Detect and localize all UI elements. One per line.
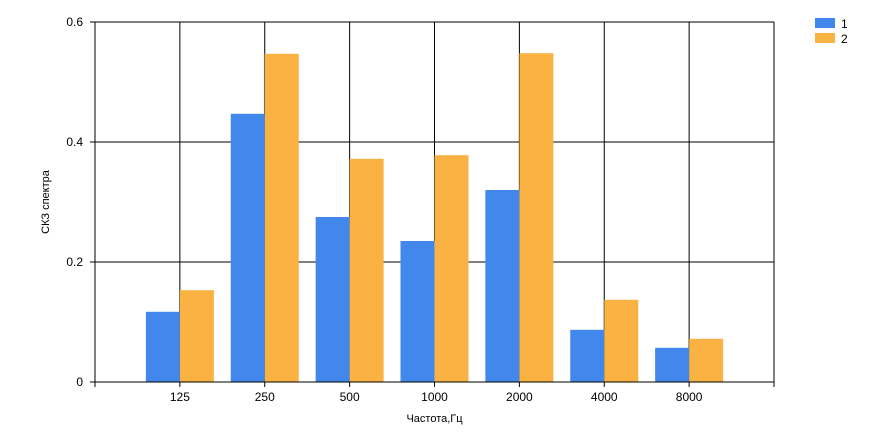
bar-series-1-125 xyxy=(145,311,180,382)
legend-label-series-2: 2 xyxy=(841,32,848,46)
bar-series-1-2000 xyxy=(485,190,520,382)
legend-swatch-series-1 xyxy=(815,18,835,28)
bar-series-2-500 xyxy=(349,158,384,382)
bar-series-1-4000 xyxy=(570,329,605,382)
axes xyxy=(90,21,775,387)
x-tick-label: 1000 xyxy=(421,390,448,404)
x-tick-label: 250 xyxy=(255,390,275,404)
x-tick-label: 2000 xyxy=(506,390,533,404)
legend-swatch-series-2 xyxy=(815,33,835,43)
y-tick-label: 0.6 xyxy=(66,15,83,29)
bar-series-1-8000 xyxy=(655,347,690,382)
x-tick-label: 8000 xyxy=(676,390,703,404)
bar-series-2-8000 xyxy=(689,338,724,382)
y-tick-label: 0.4 xyxy=(66,135,83,149)
y-tick-label: 0 xyxy=(76,375,83,389)
legend-label-series-1: 1 xyxy=(841,17,848,31)
x-tick-label: 500 xyxy=(340,390,360,404)
bar-series-2-2000 xyxy=(519,53,554,382)
bar-series-2-1000 xyxy=(434,155,469,382)
y-axis-title: СКЗ спектра xyxy=(40,169,52,234)
x-axis-title: Частота,Гц xyxy=(406,413,463,425)
x-tick-label: 125 xyxy=(170,390,190,404)
x-tick-label: 4000 xyxy=(591,390,618,404)
bar-series-2-250 xyxy=(264,53,299,383)
x-tick-labels: 125 250 500 1000 2000 4000 8000 xyxy=(170,390,703,404)
bars-group xyxy=(145,53,724,383)
bar-series-1-250 xyxy=(230,113,265,383)
bar-series-1-1000 xyxy=(400,241,435,382)
bar-series-2-4000 xyxy=(604,299,639,382)
legend: 12 xyxy=(815,17,848,46)
bar-series-1-500 xyxy=(315,217,350,382)
y-tick-labels: 0 0.2 0.4 0.6 xyxy=(66,15,83,389)
y-tick-label: 0.2 xyxy=(66,255,83,269)
bar-series-2-125 xyxy=(179,290,214,382)
